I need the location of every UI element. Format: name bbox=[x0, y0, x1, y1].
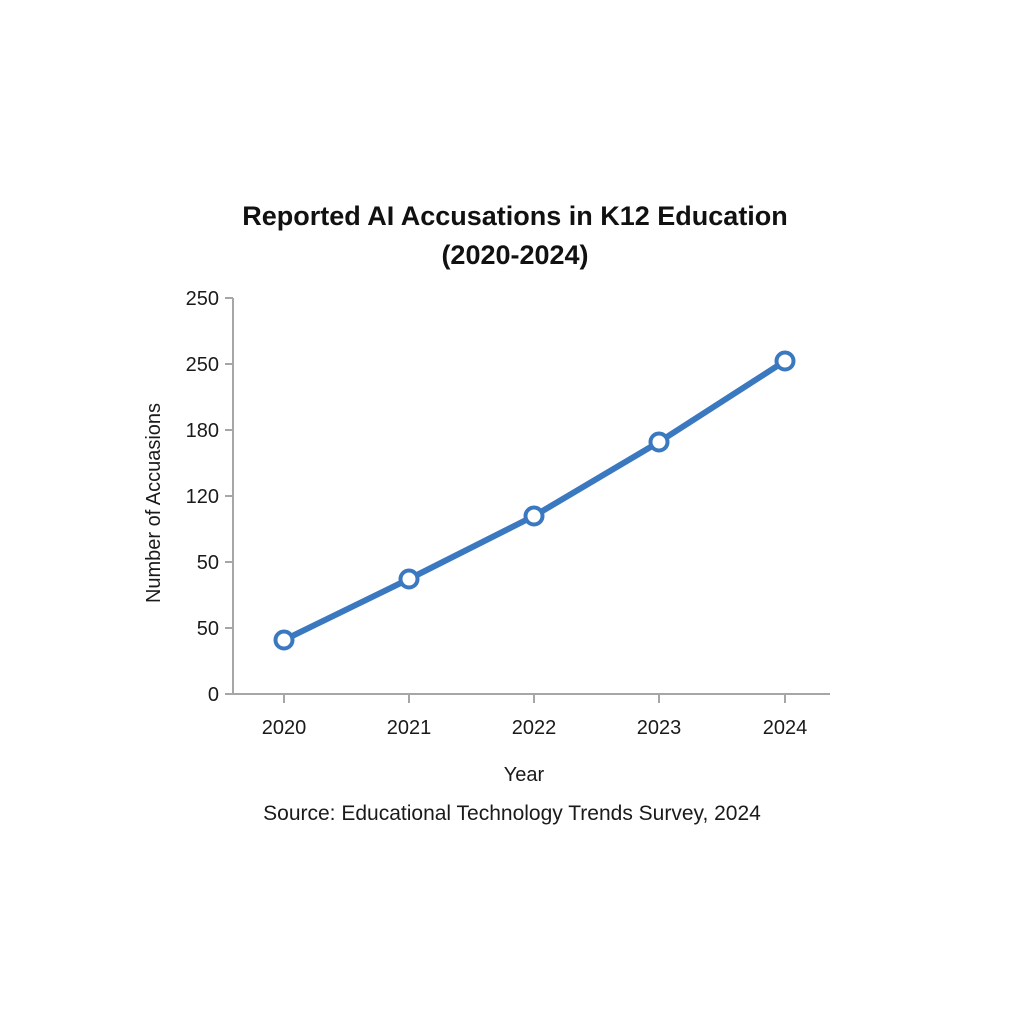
data-point-marker bbox=[398, 568, 420, 590]
data-point-marker bbox=[774, 350, 796, 372]
y-tick-label: 0 bbox=[208, 684, 219, 706]
chart-subtitle: (2020-2024) bbox=[441, 240, 589, 270]
data-series bbox=[273, 350, 796, 651]
series-line bbox=[281, 358, 788, 643]
x-tick-label: 2022 bbox=[512, 717, 557, 739]
chart-title: Reported AI Accusations in K12 Education bbox=[242, 201, 788, 231]
y-axis: 0 50 50 120 180 250 250 bbox=[186, 288, 234, 706]
source-note: Source: Educational Technology Trends Su… bbox=[263, 802, 761, 825]
y-tick-label: 180 bbox=[186, 420, 219, 442]
y-tick-label: 50 bbox=[197, 618, 219, 640]
data-point-marker bbox=[523, 505, 545, 527]
x-tick-label: 2020 bbox=[262, 717, 307, 739]
x-tick-label: 2023 bbox=[637, 717, 682, 739]
x-axis-title: Year bbox=[504, 764, 545, 786]
y-tick-label: 250 bbox=[186, 354, 219, 376]
y-tick-label: 50 bbox=[197, 552, 219, 574]
data-point-marker bbox=[273, 629, 295, 651]
x-tick-label: 2024 bbox=[763, 717, 808, 739]
data-point-marker bbox=[648, 431, 670, 453]
y-axis-title: Number of Accuasions bbox=[143, 403, 165, 603]
x-tick-label: 2021 bbox=[387, 717, 432, 739]
y-tick-label: 120 bbox=[186, 486, 219, 508]
y-tick-label: 250 bbox=[186, 288, 219, 310]
x-axis: 2020 2021 2022 2023 2024 bbox=[233, 693, 830, 739]
